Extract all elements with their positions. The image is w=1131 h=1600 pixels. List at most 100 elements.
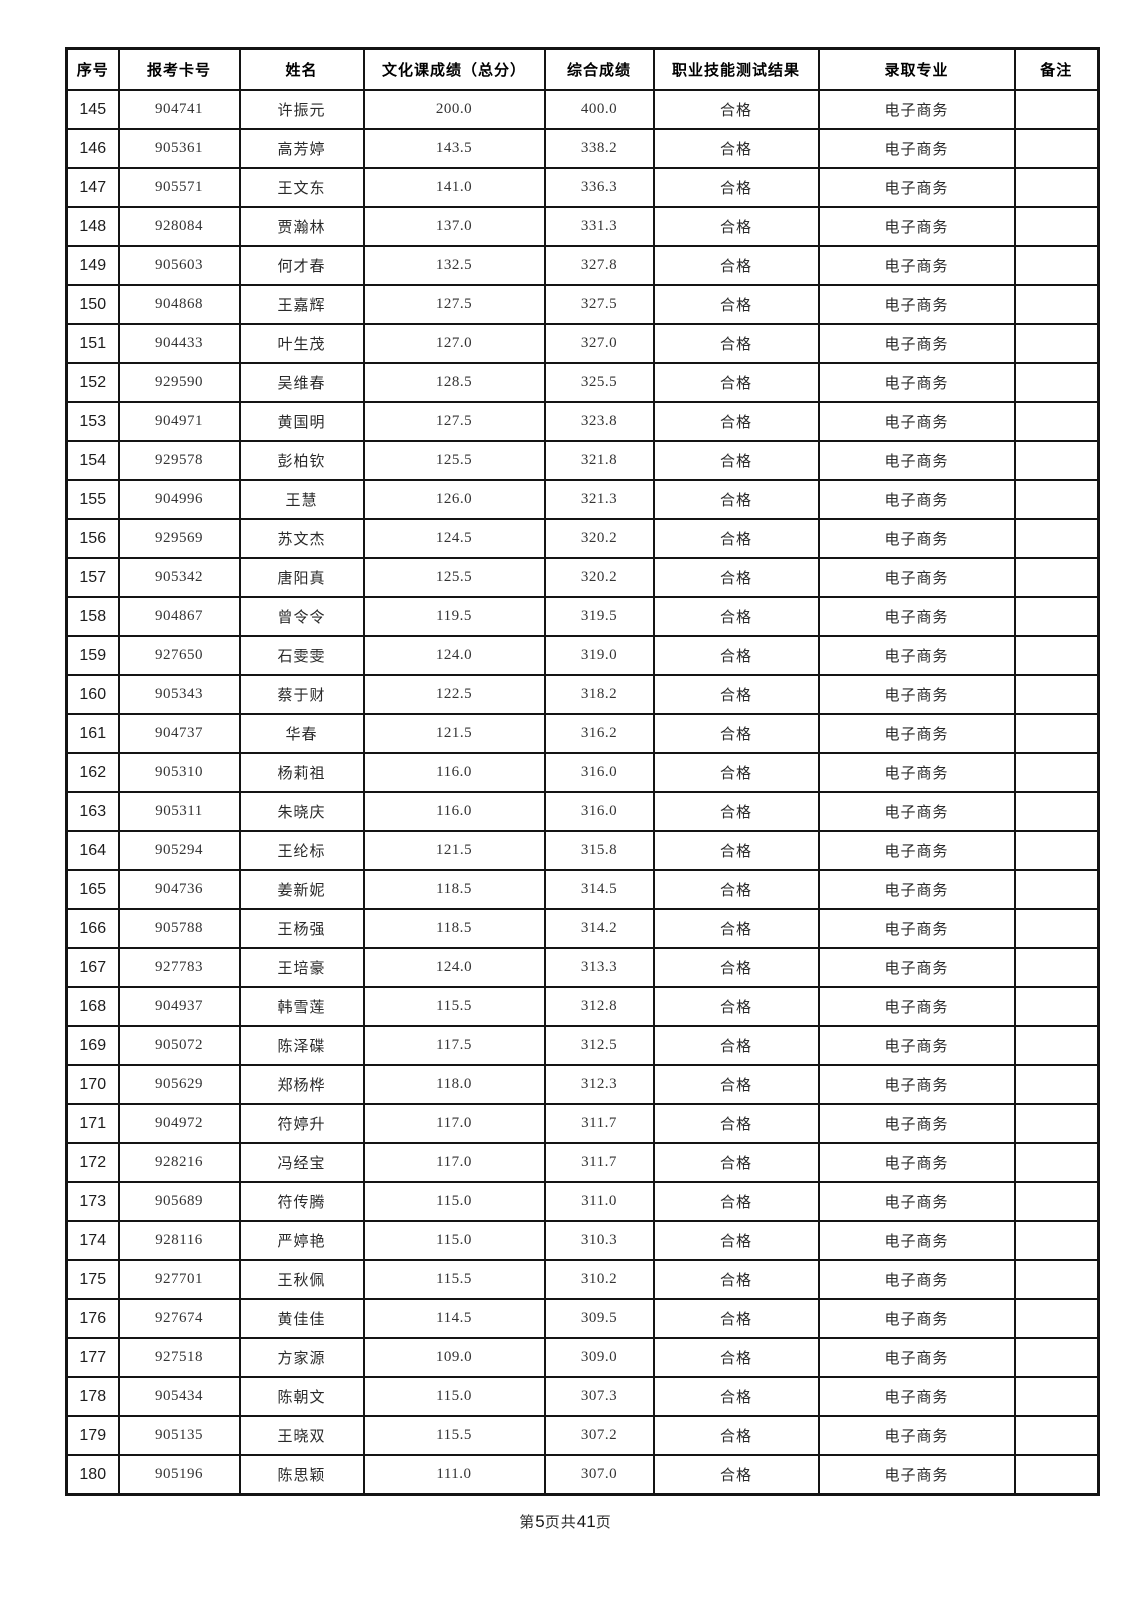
table-row: 163 905311 朱晓庆 116.0 316.0 合格 电子商务	[65, 791, 1100, 832]
cell-card-number: 905294	[117, 830, 241, 871]
column-header: 录取专业	[817, 47, 1016, 91]
cell-skill-test-result: 合格	[652, 1454, 820, 1496]
cell-admitted-major: 电子商务	[817, 1259, 1016, 1300]
cell-card-number: 905072	[117, 1025, 241, 1066]
cell-remark	[1013, 752, 1100, 793]
cell-remark	[1013, 1142, 1100, 1183]
table-body: 145 904741 许振元 200.0 400.0 合格 电子商务 146 905361 高芳婷…	[65, 89, 1100, 1496]
cell-composite-score: 310.3	[543, 1220, 655, 1261]
cell-composite-score: 336.3	[543, 167, 655, 208]
cell-remark	[1013, 440, 1100, 481]
cell-remark	[1013, 908, 1100, 949]
cell-skill-test-result: 合格	[652, 284, 820, 325]
cell-admitted-major: 电子商务	[817, 1376, 1016, 1417]
cell-card-number: 905603	[117, 245, 241, 286]
cell-admitted-major: 电子商务	[817, 1103, 1016, 1144]
cell-skill-test-result: 合格	[652, 89, 820, 130]
cell-name: 唐阳真	[238, 557, 365, 598]
cell-name: 冯经宝	[238, 1142, 365, 1183]
cell-culture-score: 118.5	[362, 869, 546, 910]
cell-composite-score: 327.5	[543, 284, 655, 325]
cell-culture-score: 124.0	[362, 947, 546, 988]
cell-admitted-major: 电子商务	[817, 245, 1016, 286]
cell-name: 符传腾	[238, 1181, 365, 1222]
cell-card-number: 928116	[117, 1220, 241, 1261]
cell-culture-score: 122.5	[362, 674, 546, 715]
cell-card-number: 927783	[117, 947, 241, 988]
cell-skill-test-result: 合格	[652, 791, 820, 832]
cell-culture-score: 124.0	[362, 635, 546, 676]
cell-name: 韩雪莲	[238, 986, 365, 1027]
cell-name: 彭柏钦	[238, 440, 365, 481]
column-header: 职业技能测试结果	[652, 47, 820, 91]
cell-card-number: 929590	[117, 362, 241, 403]
table-row: 180 905196 陈思颖 111.0 307.0 合格 电子商务	[65, 1454, 1100, 1496]
table-row: 154 929578 彭柏钦 125.5 321.8 合格 电子商务	[65, 440, 1100, 481]
cell-admitted-major: 电子商务	[817, 518, 1016, 559]
cell-index: 172	[65, 1142, 120, 1183]
column-header: 备注	[1013, 47, 1100, 91]
footer-page-number: 5	[535, 1512, 545, 1531]
cell-culture-score: 115.5	[362, 1415, 546, 1456]
cell-composite-score: 309.0	[543, 1337, 655, 1378]
cell-admitted-major: 电子商务	[817, 362, 1016, 403]
cell-culture-score: 115.5	[362, 986, 546, 1027]
cell-card-number: 905571	[117, 167, 241, 208]
table-row: 153 904971 黄国明 127.5 323.8 合格 电子商务	[65, 401, 1100, 442]
table-row: 172 928216 冯经宝 117.0 311.7 合格 电子商务	[65, 1142, 1100, 1183]
cell-card-number: 904737	[117, 713, 241, 754]
cell-skill-test-result: 合格	[652, 518, 820, 559]
cell-remark	[1013, 791, 1100, 832]
table-row: 164 905294 王纶标 121.5 315.8 合格 电子商务	[65, 830, 1100, 871]
cell-culture-score: 127.5	[362, 401, 546, 442]
cell-remark	[1013, 830, 1100, 871]
cell-index: 158	[65, 596, 120, 637]
table-row: 160 905343 蔡于财 122.5 318.2 合格 电子商务	[65, 674, 1100, 715]
cell-skill-test-result: 合格	[652, 830, 820, 871]
cell-admitted-major: 电子商务	[817, 1025, 1016, 1066]
cell-name: 严婷艳	[238, 1220, 365, 1261]
cell-card-number: 905342	[117, 557, 241, 598]
cell-skill-test-result: 合格	[652, 1181, 820, 1222]
cell-skill-test-result: 合格	[652, 1298, 820, 1339]
cell-name: 黄佳佳	[238, 1298, 365, 1339]
cell-index: 152	[65, 362, 120, 403]
cell-name: 方家源	[238, 1337, 365, 1378]
cell-card-number: 905434	[117, 1376, 241, 1417]
cell-culture-score: 126.0	[362, 479, 546, 520]
cell-composite-score: 314.2	[543, 908, 655, 949]
cell-composite-score: 321.3	[543, 479, 655, 520]
cell-remark	[1013, 167, 1100, 208]
column-header: 综合成绩	[543, 47, 655, 91]
cell-skill-test-result: 合格	[652, 479, 820, 520]
cell-composite-score: 318.2	[543, 674, 655, 715]
cell-index: 149	[65, 245, 120, 286]
cell-admitted-major: 电子商务	[817, 830, 1016, 871]
cell-culture-score: 117.0	[362, 1142, 546, 1183]
cell-culture-score: 200.0	[362, 89, 546, 130]
cell-index: 146	[65, 128, 120, 169]
table-row: 168 904937 韩雪莲 115.5 312.8 合格 电子商务	[65, 986, 1100, 1027]
cell-card-number: 928084	[117, 206, 241, 247]
column-header: 序号	[65, 47, 120, 91]
cell-remark	[1013, 245, 1100, 286]
cell-culture-score: 141.0	[362, 167, 546, 208]
cell-index: 159	[65, 635, 120, 676]
cell-index: 160	[65, 674, 120, 715]
cell-composite-score: 321.8	[543, 440, 655, 481]
cell-composite-score: 311.7	[543, 1103, 655, 1144]
cell-index: 148	[65, 206, 120, 247]
cell-index: 173	[65, 1181, 120, 1222]
cell-culture-score: 128.5	[362, 362, 546, 403]
cell-admitted-major: 电子商务	[817, 791, 1016, 832]
cell-remark	[1013, 947, 1100, 988]
table-row: 156 929569 苏文杰 124.5 320.2 合格 电子商务	[65, 518, 1100, 559]
cell-remark	[1013, 284, 1100, 325]
table-row: 177 927518 方家源 109.0 309.0 合格 电子商务	[65, 1337, 1100, 1378]
cell-culture-score: 121.5	[362, 713, 546, 754]
cell-name: 高芳婷	[238, 128, 365, 169]
cell-index: 161	[65, 713, 120, 754]
cell-composite-score: 319.0	[543, 635, 655, 676]
table-row: 178 905434 陈朝文 115.0 307.3 合格 电子商务	[65, 1376, 1100, 1417]
cell-index: 156	[65, 518, 120, 559]
